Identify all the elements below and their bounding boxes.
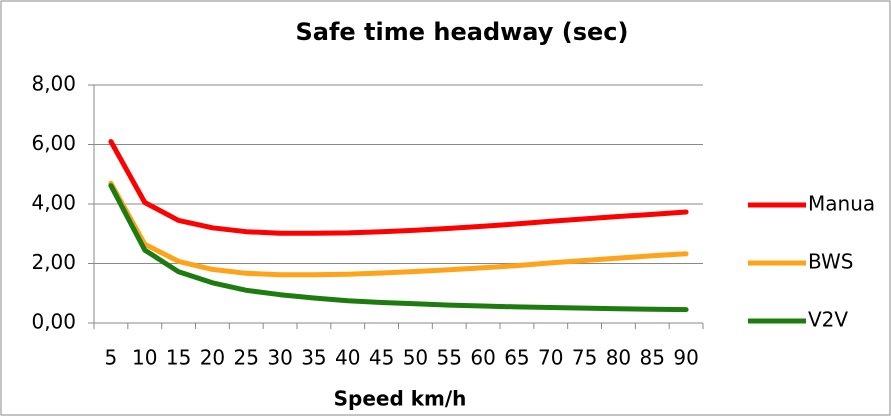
chart-title: Safe time headway (sec) (296, 18, 629, 46)
x-tick-label: 10 (132, 346, 157, 370)
x-tick-label: 35 (301, 346, 326, 370)
x-tick-label: 5 (105, 346, 118, 370)
x-tick-label: 30 (267, 346, 292, 370)
legend-label: V2V (808, 308, 848, 332)
y-tick-label: 8,00 (31, 72, 76, 96)
legend-label: BWS (808, 250, 853, 274)
x-tick-label: 55 (437, 346, 462, 370)
series-line (108, 183, 689, 313)
x-tick-label: 50 (403, 346, 428, 370)
y-tick-label: 2,00 (31, 250, 76, 274)
x-tick-label: 40 (335, 346, 360, 370)
x-tick-label: 60 (470, 346, 495, 370)
legend-label: Manua (808, 192, 875, 216)
y-tick-label: 6,00 (31, 131, 76, 155)
x-tick-label: 20 (200, 346, 225, 370)
y-tick-label: 4,00 (31, 191, 76, 215)
x-tick-label: 25 (234, 346, 259, 370)
x-axis-label: Speed km/h (334, 387, 467, 411)
x-tick-label: 15 (166, 346, 191, 370)
series-line (108, 180, 689, 278)
y-tick-label: 0,00 (31, 310, 76, 334)
x-tick-label: 85 (640, 346, 665, 370)
x-tick-label: 80 (606, 346, 631, 370)
x-tick-label: 90 (673, 346, 698, 370)
x-tick-label: 65 (504, 346, 529, 370)
x-tick-label: 45 (369, 346, 394, 370)
series-line (108, 139, 689, 236)
x-tick-label: 75 (572, 346, 597, 370)
x-tick-label: 70 (538, 346, 563, 370)
